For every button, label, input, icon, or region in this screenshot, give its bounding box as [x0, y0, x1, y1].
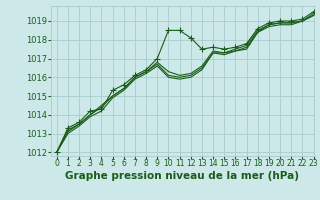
- X-axis label: Graphe pression niveau de la mer (hPa): Graphe pression niveau de la mer (hPa): [65, 171, 300, 181]
